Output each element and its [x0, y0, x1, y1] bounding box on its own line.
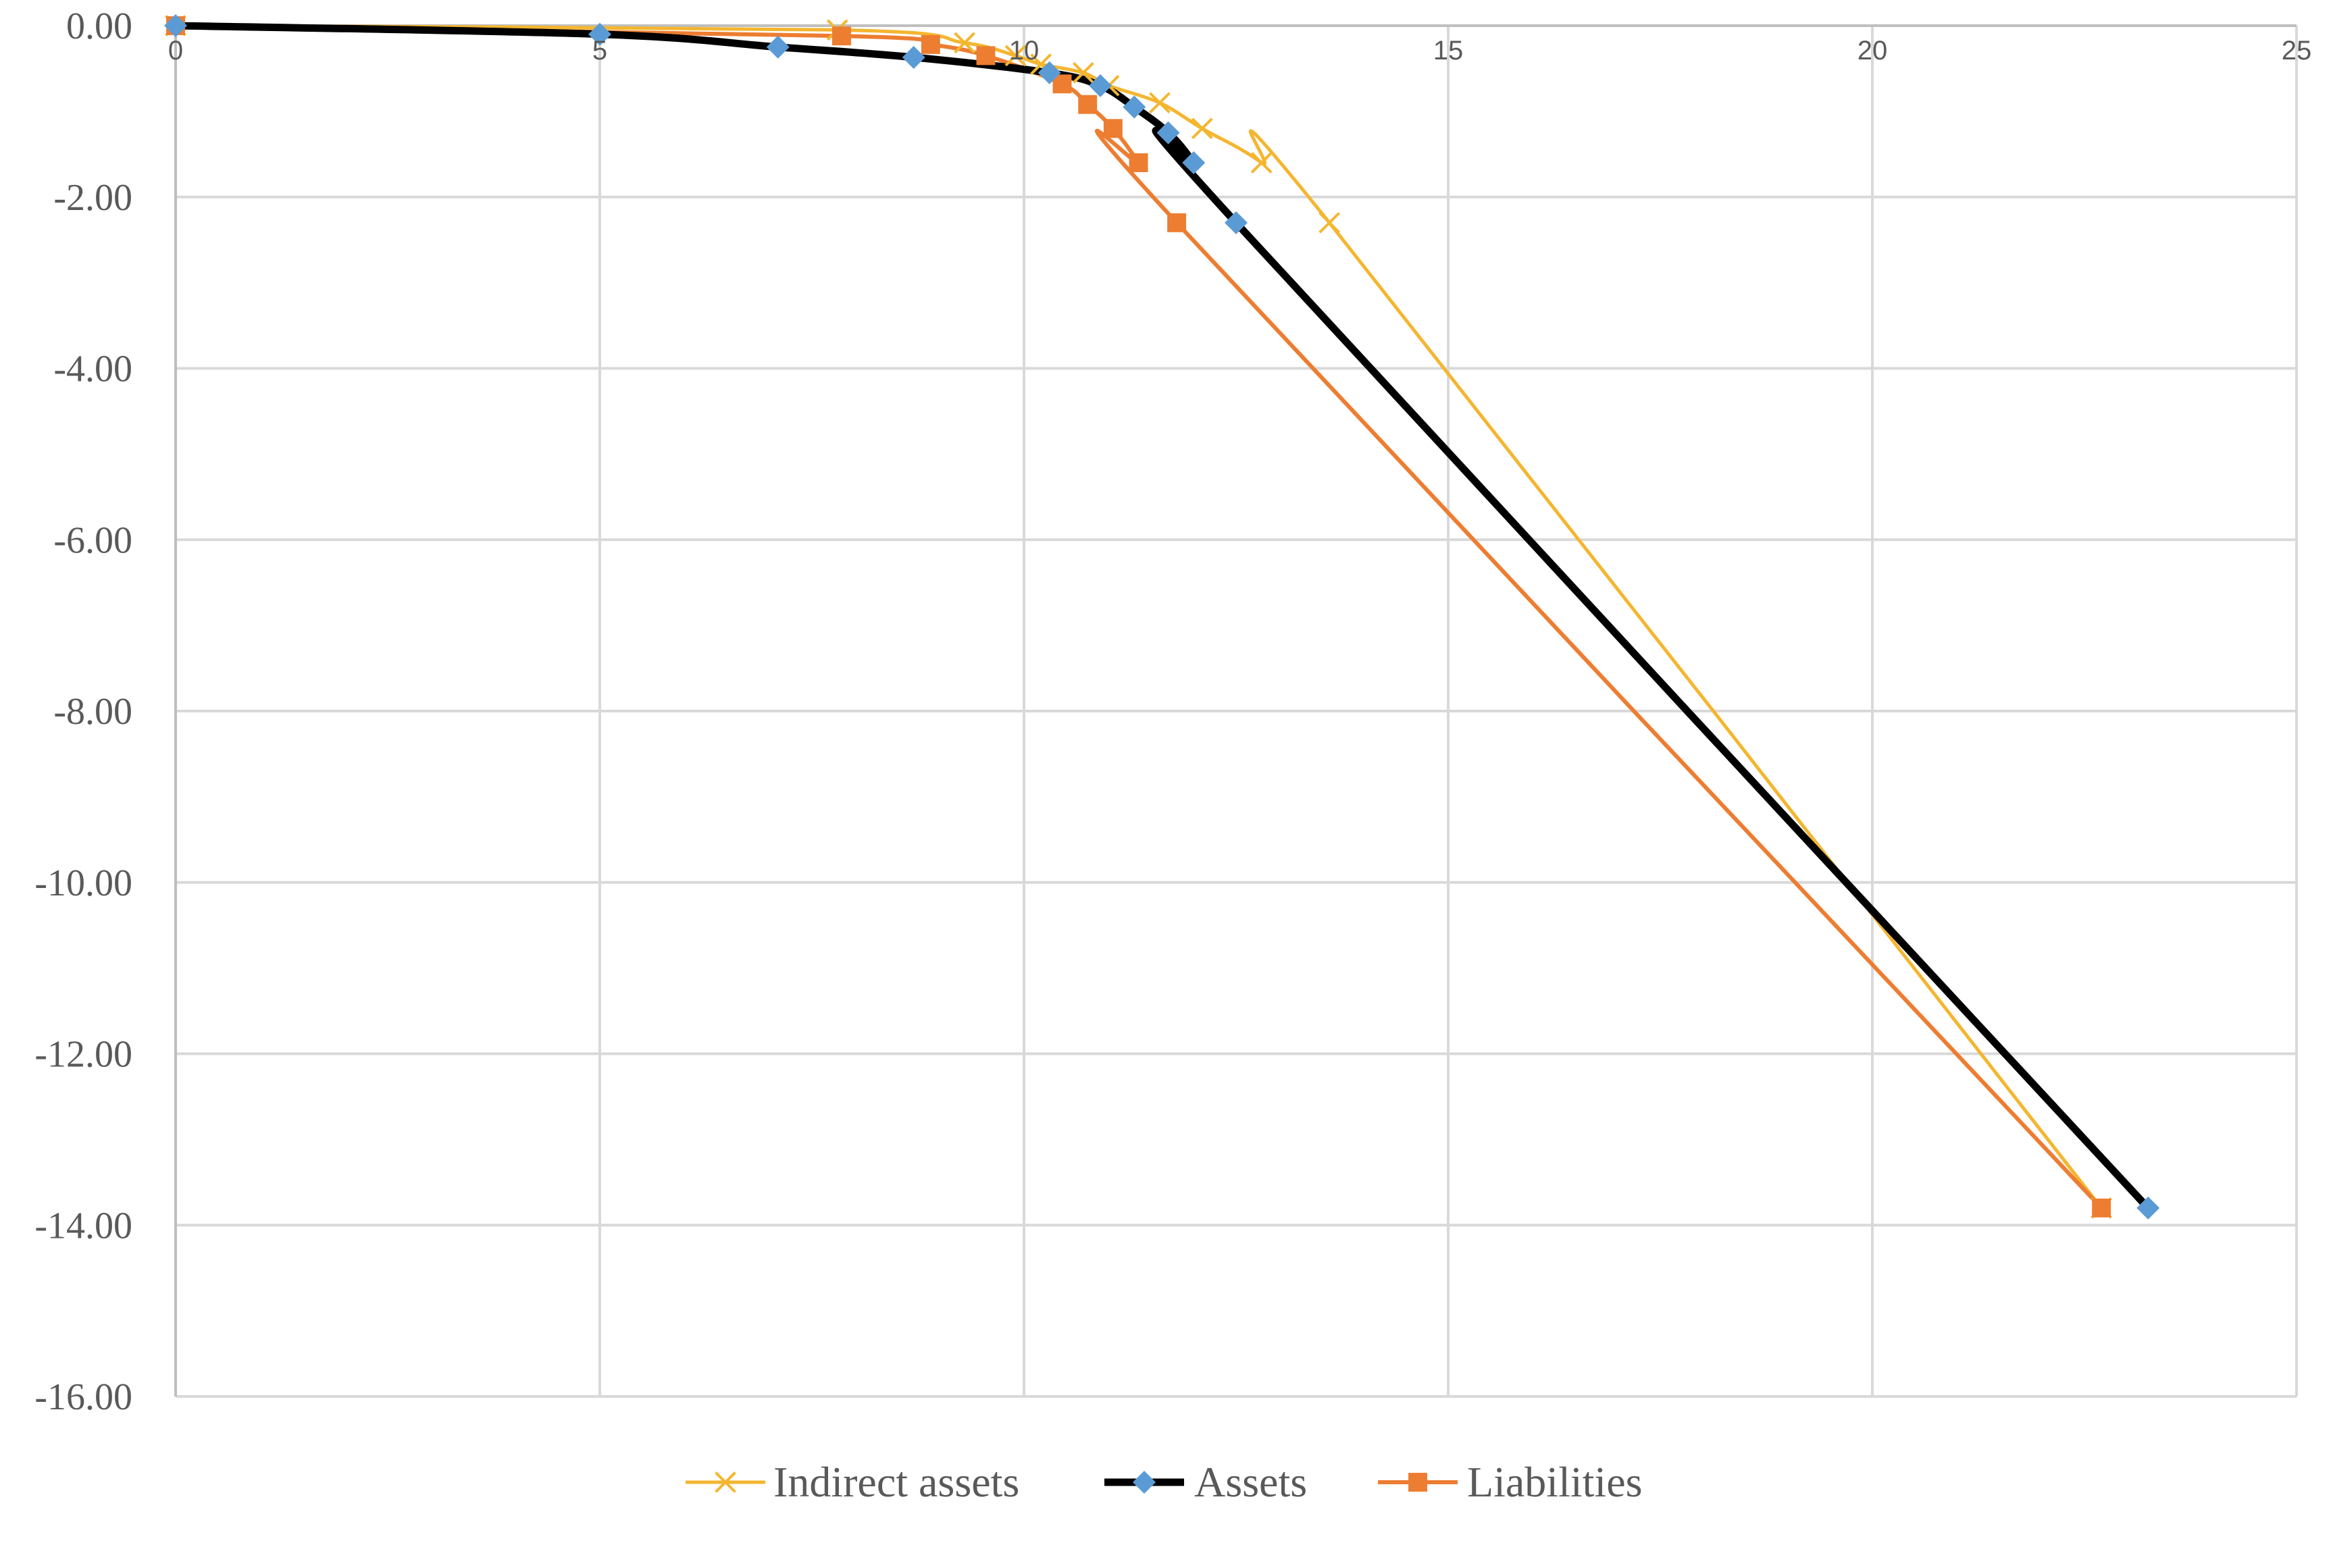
data-point-diamond-marker [1156, 121, 1180, 145]
y-tick-label: -8.00 [53, 691, 132, 733]
data-point-square-marker [921, 34, 940, 54]
y-tick-label: -10.00 [34, 862, 132, 904]
x-tick-label: 15 [1433, 36, 1464, 66]
data-point-x-marker [715, 1471, 736, 1493]
x-tick-label: 0 [168, 36, 183, 66]
data-point-x-marker [1318, 211, 1341, 234]
legend-item-liabilities: Liabilities [1378, 1458, 1643, 1506]
data-point-square-marker [1167, 213, 1187, 232]
data-point-diamond-marker [1038, 61, 1061, 84]
data-point-diamond-marker [1123, 95, 1146, 119]
data-point-square-marker [1129, 153, 1148, 172]
y-tick-label: -14.00 [34, 1205, 132, 1247]
data-point-x-marker [1073, 61, 1094, 84]
data-point-x-marker [1004, 45, 1027, 67]
data-point-diamond-marker [2136, 1196, 2160, 1220]
y-tick-label: 0.00 [66, 5, 132, 47]
x-tick-label: 25 [2282, 36, 2312, 66]
data-point-square-marker [832, 26, 851, 46]
data-point-square-marker [976, 46, 996, 66]
data-point-diamond-marker [1133, 1471, 1156, 1494]
data-point-diamond-marker [902, 45, 925, 69]
legend-label: Indirect assets [773, 1458, 1019, 1506]
y-tick-label: -12.00 [34, 1034, 132, 1076]
series-line-assets [172, 22, 2152, 1212]
x-tick-label: 5 [592, 36, 607, 66]
data-point-square-marker [1078, 95, 1098, 114]
y-tick-label: -6.00 [53, 519, 132, 561]
y-axis-tick-labels: 0.00 -2.00 -4.00 -6.00 -8.00 -10.00 -12.00 -14.… [34, 5, 132, 1418]
series-markers-assets [164, 14, 2160, 1220]
legend-item-assets: Assets [1104, 1458, 1307, 1506]
legend-label: Assets [1194, 1458, 1307, 1506]
x-tick-label: 20 [1858, 36, 1888, 66]
y-tick-label: -4.00 [53, 348, 132, 390]
series-markers [164, 14, 2160, 1220]
data-point-diamond-marker [588, 22, 611, 46]
data-point-x-marker [954, 32, 975, 54]
y-tick-label: -16.00 [34, 1376, 132, 1418]
x-axis-tick-labels: 0 5 10 15 20 25 [168, 36, 2311, 66]
data-point-x-marker [1149, 92, 1171, 114]
x-tick-label: 10 [1009, 36, 1040, 66]
data-point-diamond-marker [766, 35, 790, 59]
gridlines [176, 26, 2298, 1398]
y-tick-label: -2.00 [53, 177, 132, 219]
data-point-diamond-marker [1182, 151, 1206, 174]
data-point-x-marker [1250, 152, 1273, 174]
data-point-square-marker [2092, 1198, 2111, 1218]
data-point-square-marker [1408, 1473, 1427, 1492]
series-line-liabilities [174, 24, 2104, 1210]
legend-item-indirect-assets: Indirect assets [686, 1458, 1019, 1506]
series-lines [172, 22, 2152, 1212]
data-point-diamond-marker [1089, 74, 1112, 97]
data-point-square-marker [1103, 119, 1123, 138]
legend-label: Liabilities [1467, 1458, 1643, 1506]
data-point-x-marker [1191, 117, 1213, 140]
legend: Indirect assets Assets Liabilities [686, 1458, 1643, 1506]
data-point-diamond-marker [1225, 211, 1248, 234]
series-line-indirect-assets [174, 24, 2103, 1210]
data-point-diamond-marker [164, 14, 187, 37]
